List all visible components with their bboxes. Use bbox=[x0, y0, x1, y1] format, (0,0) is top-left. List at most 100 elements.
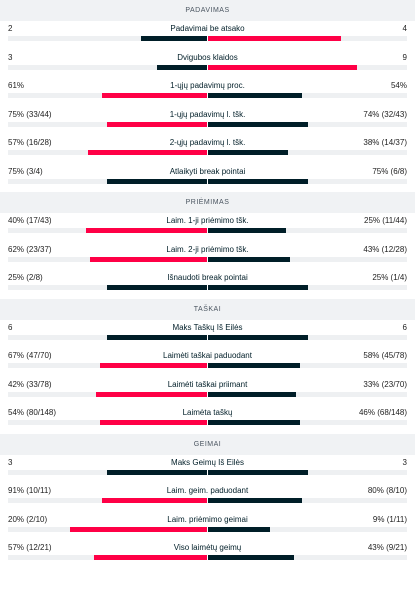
away-bar-track bbox=[208, 469, 407, 475]
stat-row: 57% (16/28) 2-ųjų padavimų l. tšk. 38% (14… bbox=[0, 135, 415, 164]
home-bar bbox=[100, 363, 207, 368]
stat-label: Laim. priėmimo geimai bbox=[167, 514, 248, 524]
home-value: 40% (17/43) bbox=[8, 216, 52, 225]
away-value: 54% bbox=[390, 81, 407, 90]
home-bar bbox=[94, 555, 207, 560]
stat-label: Atlaikyti break pointai bbox=[169, 166, 246, 176]
away-bar-track bbox=[208, 64, 407, 70]
home-value: 6 bbox=[8, 322, 13, 332]
away-value: 74% (32/43) bbox=[363, 109, 407, 119]
home-bar-track bbox=[8, 363, 207, 368]
home-bar bbox=[157, 64, 207, 70]
stat-row: 40% (17/43) Laim. 1-ji priėmimo tšk. 25% (… bbox=[0, 213, 415, 242]
home-bar-track bbox=[8, 469, 207, 475]
away-bar-track bbox=[208, 555, 407, 560]
stat-label: Laim. 2-ji priėmimo tšk. bbox=[166, 244, 249, 254]
away-value: 4 bbox=[402, 24, 407, 33]
stat-row: 91% (10/11) Laim. geim. paduodant 80% (8/1… bbox=[0, 483, 415, 512]
stat-label: Maks Taškų Iš Eilės bbox=[172, 322, 243, 332]
home-bar-track bbox=[8, 334, 207, 340]
home-value: 67% (47/70) bbox=[8, 351, 52, 360]
stat-row: 61% 1-ųjų padavimų proc. 54% bbox=[0, 78, 415, 107]
home-bar bbox=[86, 228, 207, 233]
away-bar bbox=[208, 526, 270, 532]
home-bar-track bbox=[8, 93, 207, 98]
stat-label: 1-ųjų padavimų proc. bbox=[170, 81, 245, 90]
home-bar-track bbox=[8, 526, 207, 532]
away-bar bbox=[208, 469, 308, 475]
away-bar-track bbox=[208, 334, 407, 340]
away-value: 80% (8/10) bbox=[367, 486, 407, 495]
away-bar bbox=[208, 64, 357, 70]
away-bar bbox=[208, 363, 300, 368]
home-bar bbox=[107, 285, 207, 290]
away-bar-track bbox=[208, 178, 407, 184]
stat-label: Laim. geim. paduodant bbox=[166, 486, 249, 495]
stat-label: Padavimai be atsako bbox=[170, 24, 245, 33]
away-bar bbox=[208, 256, 290, 262]
home-bar bbox=[107, 121, 207, 127]
away-bar bbox=[208, 121, 308, 127]
stat-label: Laim. 1-ji priėmimo tšk. bbox=[166, 216, 249, 225]
away-bar bbox=[208, 228, 286, 233]
home-bar-track bbox=[8, 228, 207, 233]
home-bar-track bbox=[8, 178, 207, 184]
stat-label: Išnaudoti break pointai bbox=[167, 273, 248, 282]
home-value: 75% (3/4) bbox=[8, 166, 43, 176]
away-value: 43% (9/21) bbox=[367, 543, 407, 552]
stat-row: 57% (12/21) Viso laimėtų geimų 43% (9/21) bbox=[0, 540, 415, 569]
away-bar-track bbox=[208, 526, 407, 532]
home-value: 57% (12/21) bbox=[8, 543, 52, 552]
away-bar bbox=[208, 93, 302, 98]
away-bar-track bbox=[208, 363, 407, 368]
home-value: 3 bbox=[8, 52, 13, 62]
away-value: 33% (23/70) bbox=[363, 379, 407, 389]
match-statistics: PADAVIMAS 2 Padavimai be atsako 4 3 Dvigubos … bbox=[0, 0, 415, 569]
stat-row: 75% (33/44) 1-ųjų padavimų l. tšk. 74% (32… bbox=[0, 107, 415, 136]
home-value: 20% (2/10) bbox=[8, 514, 48, 524]
home-bar bbox=[88, 150, 207, 155]
away-bar-track bbox=[208, 420, 407, 425]
stat-label: Laimėti taškai paduodant bbox=[163, 351, 252, 360]
away-value: 43% (12/28) bbox=[363, 244, 407, 254]
away-bar bbox=[208, 334, 308, 340]
home-bar-track bbox=[8, 121, 207, 127]
home-bar bbox=[107, 469, 207, 475]
away-bar bbox=[208, 178, 308, 184]
away-value: 25% (1/4) bbox=[372, 273, 407, 282]
home-bar bbox=[90, 256, 207, 262]
stat-label: Laimėta taškų bbox=[182, 408, 233, 417]
section-header: PADAVIMAS bbox=[0, 0, 415, 21]
away-value: 25% (11/44) bbox=[364, 216, 407, 225]
away-bar-track bbox=[208, 285, 407, 290]
stat-row: 20% (2/10) Laim. priėmimo geimai 9% (1/11) bbox=[0, 512, 415, 541]
stat-row: 6 Maks Taškų Iš Eilės 6 bbox=[0, 320, 415, 349]
stat-row: 75% (3/4) Atlaikyti break pointai 75% (6/8… bbox=[0, 164, 415, 193]
away-value: 9% (1/11) bbox=[372, 514, 407, 524]
away-bar-track bbox=[208, 498, 407, 503]
stat-label: Laimėti taškai priimant bbox=[167, 379, 248, 389]
away-bar bbox=[208, 555, 294, 560]
home-bar-track bbox=[8, 285, 207, 290]
home-bar bbox=[107, 334, 207, 340]
stat-row: 67% (47/70) Laimėti taškai paduodant 58% (… bbox=[0, 348, 415, 377]
away-value: 75% (6/8) bbox=[372, 166, 407, 176]
away-bar-track bbox=[208, 150, 407, 155]
away-bar bbox=[208, 36, 341, 41]
home-value: 91% (10/11) bbox=[8, 486, 51, 495]
away-bar-track bbox=[208, 256, 407, 262]
home-value: 75% (33/44) bbox=[8, 109, 52, 119]
home-bar-track bbox=[8, 150, 207, 155]
stat-row: 54% (80/148) Laimėta taškų 46% (68/148) bbox=[0, 405, 415, 434]
home-bar-track bbox=[8, 420, 207, 425]
home-value: 2 bbox=[8, 24, 13, 33]
home-value: 62% (23/37) bbox=[8, 244, 52, 254]
away-bar bbox=[208, 150, 288, 155]
stat-label: Maks Geimų Iš Eilės bbox=[171, 457, 244, 467]
home-bar bbox=[96, 391, 207, 397]
stat-label: 2-ųjų padavimų l. tšk. bbox=[169, 138, 246, 147]
away-bar bbox=[208, 285, 308, 290]
home-bar bbox=[107, 178, 207, 184]
home-bar bbox=[102, 498, 207, 503]
away-bar bbox=[208, 420, 300, 425]
